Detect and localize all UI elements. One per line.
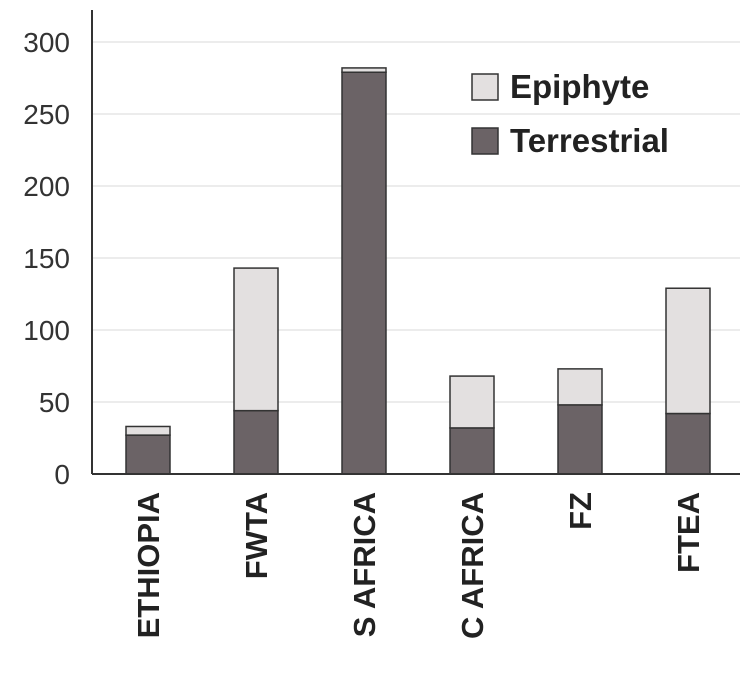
y-tick-label: 300: [23, 27, 70, 58]
legend-label-terrestrial: Terrestrial: [510, 122, 669, 159]
y-tick-label: 50: [39, 387, 70, 418]
x-category-label: ETHIOPIA: [131, 492, 166, 638]
bar-segment-epiphyte: [557, 368, 603, 406]
bar-segment-terrestrial: [341, 71, 387, 475]
x-category-label: FWTA: [239, 492, 274, 579]
x-category-label: FTEA: [671, 492, 706, 573]
bar-segment-epiphyte: [125, 425, 171, 436]
y-tick-label: 150: [23, 243, 70, 274]
y-tick-label: 0: [54, 459, 70, 490]
x-category-label: C AFRICA: [455, 492, 490, 639]
y-tick-label: 100: [23, 315, 70, 346]
x-category-label: FZ: [563, 492, 598, 530]
legend-label-epiphyte: Epiphyte: [510, 68, 649, 105]
legend-swatch-epiphyte: [471, 73, 499, 101]
legend: Epiphyte Terrestrial: [471, 68, 669, 159]
bars: [125, 67, 711, 475]
axes: [91, 10, 740, 475]
bar-segment-epiphyte: [665, 287, 711, 415]
bar-segment-terrestrial: [233, 409, 279, 475]
x-category-labels: ETHIOPIA FWTA S AFRICA C AFRICA FZ FTEA: [131, 492, 706, 639]
bar-segment-epiphyte: [341, 67, 387, 73]
y-tick-label: 200: [23, 171, 70, 202]
bar-segment-terrestrial: [557, 404, 603, 475]
bar-segment-epiphyte: [449, 375, 495, 429]
bar-segment-epiphyte: [233, 267, 279, 412]
legend-swatch-terrestrial: [471, 127, 499, 155]
y-tick-label: 250: [23, 99, 70, 130]
bar-segment-terrestrial: [449, 427, 495, 475]
bar-segment-terrestrial: [125, 434, 171, 475]
gridlines: [92, 41, 740, 403]
x-category-label: S AFRICA: [347, 492, 382, 637]
y-tick-labels: 0 50 100 150 200 250 300: [23, 27, 70, 490]
bar-segment-terrestrial: [665, 412, 711, 475]
